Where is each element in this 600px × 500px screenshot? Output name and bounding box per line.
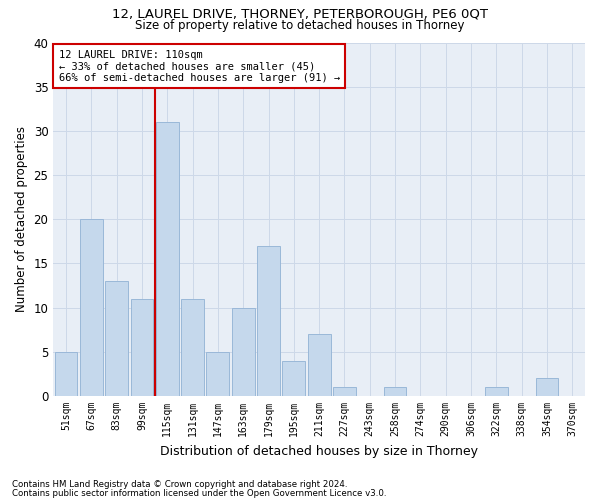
Text: Contains HM Land Registry data © Crown copyright and database right 2024.: Contains HM Land Registry data © Crown c… <box>12 480 347 489</box>
Bar <box>308 334 331 396</box>
Text: 12, LAUREL DRIVE, THORNEY, PETERBOROUGH, PE6 0QT: 12, LAUREL DRIVE, THORNEY, PETERBOROUGH,… <box>112 8 488 20</box>
Bar <box>333 387 356 396</box>
Bar <box>181 299 204 396</box>
Bar <box>131 299 154 396</box>
Text: 12 LAUREL DRIVE: 110sqm
← 33% of detached houses are smaller (45)
66% of semi-de: 12 LAUREL DRIVE: 110sqm ← 33% of detache… <box>59 50 340 83</box>
Bar <box>80 220 103 396</box>
Bar <box>384 387 406 396</box>
Y-axis label: Number of detached properties: Number of detached properties <box>15 126 28 312</box>
Bar <box>485 387 508 396</box>
Bar <box>156 122 179 396</box>
Bar <box>232 308 254 396</box>
Text: Contains public sector information licensed under the Open Government Licence v3: Contains public sector information licen… <box>12 488 386 498</box>
Text: Size of property relative to detached houses in Thorney: Size of property relative to detached ho… <box>135 18 465 32</box>
Bar <box>283 360 305 396</box>
Bar <box>536 378 559 396</box>
Bar <box>206 352 229 396</box>
X-axis label: Distribution of detached houses by size in Thorney: Distribution of detached houses by size … <box>160 444 478 458</box>
Bar <box>105 281 128 396</box>
Bar <box>257 246 280 396</box>
Bar <box>55 352 77 396</box>
